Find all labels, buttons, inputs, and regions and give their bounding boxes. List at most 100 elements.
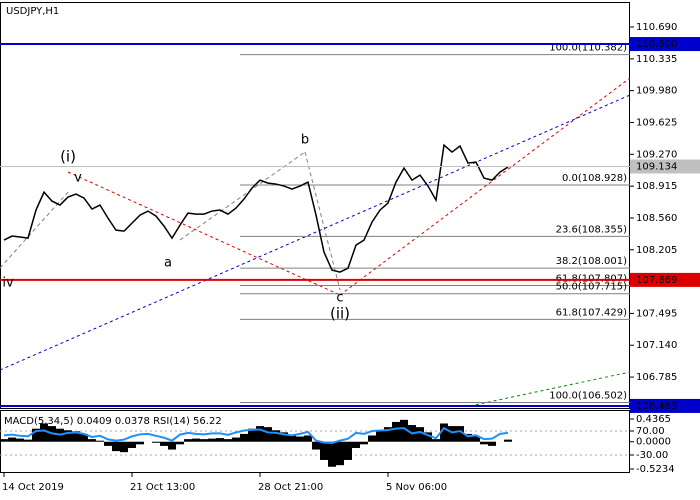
x-tick-label: 28 Oct 21:00 (258, 482, 323, 493)
y-tick-label: 108.205 (636, 245, 677, 256)
macd-bar (120, 441, 128, 453)
x-tick-label: 21 Oct 13:00 (130, 482, 195, 493)
wave-line (304, 151, 341, 291)
macd-bar (256, 426, 264, 442)
macd-bar (344, 441, 352, 460)
macd-bar (136, 441, 144, 445)
macd-bar (32, 428, 40, 442)
wave-label: c (336, 291, 343, 306)
y-tick-label: 109.625 (636, 117, 677, 128)
macd-bar (400, 419, 408, 442)
macd-bar (232, 437, 240, 442)
macd-bar (392, 421, 400, 442)
macd-bar (464, 433, 472, 442)
fib-label: 61.8(107.429) (556, 307, 628, 318)
macd-bar (320, 441, 328, 460)
macd-bar (376, 430, 384, 442)
macd-bar (184, 439, 192, 442)
wave-label: v (74, 171, 82, 186)
x-tick-label: 5 Nov 06:00 (386, 482, 447, 493)
y-tick-label: -30.00 (636, 450, 668, 461)
fib-label: 50.0(107.715) (556, 282, 628, 293)
macd-bar (288, 435, 296, 442)
macd-bar (424, 432, 432, 442)
fib-label: 23.6(108.355) (556, 224, 628, 235)
fib-label: 100.0(110.382) (549, 43, 627, 54)
macd-bar (264, 427, 272, 442)
macd-bar (128, 441, 136, 448)
macd-bar (112, 441, 120, 452)
y-tick-label: 109.270 (636, 149, 677, 160)
macd-bar (488, 441, 496, 446)
y-tick-label: 0.4365 (636, 414, 671, 425)
y-tick-label: -0.5234 (636, 464, 675, 475)
trend-line (67, 171, 341, 296)
price-box-label: 106.463 (636, 401, 677, 412)
y-tick-label: 70.00 (636, 426, 665, 437)
macd-bar (24, 439, 32, 442)
macd-bar (456, 426, 464, 442)
macd-bar (480, 441, 488, 445)
macd-bar (160, 441, 168, 446)
price-box (630, 37, 700, 52)
macd-bar (360, 441, 368, 445)
macd-bar (216, 438, 224, 442)
macd-bar (440, 423, 448, 442)
wave-line (179, 151, 306, 241)
macd-bar (280, 432, 288, 442)
macd-bar (472, 436, 480, 442)
price-box (630, 398, 700, 413)
x-tick-label: 14 Oct 2019 (2, 482, 64, 493)
y-tick-label: 110.335 (636, 54, 677, 65)
macd-bar (328, 441, 336, 467)
macd-bar (0, 439, 8, 442)
trend-line (0, 94, 631, 371)
y-tick-label: 106.785 (636, 372, 677, 383)
macd-bar (104, 441, 112, 446)
macd-bar (240, 433, 248, 442)
macd-bar (504, 439, 512, 442)
main-frame (0, 2, 630, 409)
macd-bar (88, 439, 96, 442)
indicator-title: MACD(5,34,5) 0.0409 0.0378 RSI(14) 56.22 (4, 416, 222, 427)
macd-bar (312, 441, 320, 450)
y-tick-label: 107.495 (636, 308, 677, 319)
macd-bar (352, 441, 360, 448)
macd-bar (96, 440, 104, 442)
price-box-label: 110.500 (636, 39, 677, 50)
macd-bar (8, 437, 16, 442)
y-tick-label: 108.560 (636, 213, 677, 224)
y-tick-label: 110.690 (636, 22, 677, 33)
wave-label: iv (2, 276, 14, 291)
fib-label: 100.0(106.502) (549, 390, 627, 401)
wave-label: (ii) (330, 305, 350, 323)
price-box (630, 159, 700, 174)
price-box-label: 107.869 (636, 275, 677, 286)
macd-bar (304, 435, 312, 442)
macd-bar (16, 438, 24, 442)
wave-line (0, 189, 71, 269)
y-tick-label: 108.915 (636, 181, 677, 192)
y-tick-label: 109.980 (636, 86, 677, 97)
macd-bar (192, 438, 200, 442)
wave-label: b (301, 133, 309, 148)
macd-bar (296, 436, 304, 442)
price-box-label: 109.134 (636, 161, 677, 172)
wave-label: (i) (60, 148, 76, 166)
price-box (630, 272, 700, 287)
macd-bar (336, 441, 344, 466)
trend-line (339, 77, 631, 296)
macd-bar (208, 438, 216, 442)
macd-bar (432, 439, 440, 442)
macd-bar (368, 435, 376, 442)
macd-bar (248, 428, 256, 442)
macd-bar (224, 439, 232, 442)
macd-bar (416, 427, 424, 442)
fib-label: 0.0(108.928) (562, 173, 627, 184)
macd-bar (176, 441, 184, 445)
rsi-line (3, 426, 509, 445)
y-tick-label: 0.0000 (636, 437, 671, 448)
fib-label: 38.2(108.001) (556, 256, 628, 267)
